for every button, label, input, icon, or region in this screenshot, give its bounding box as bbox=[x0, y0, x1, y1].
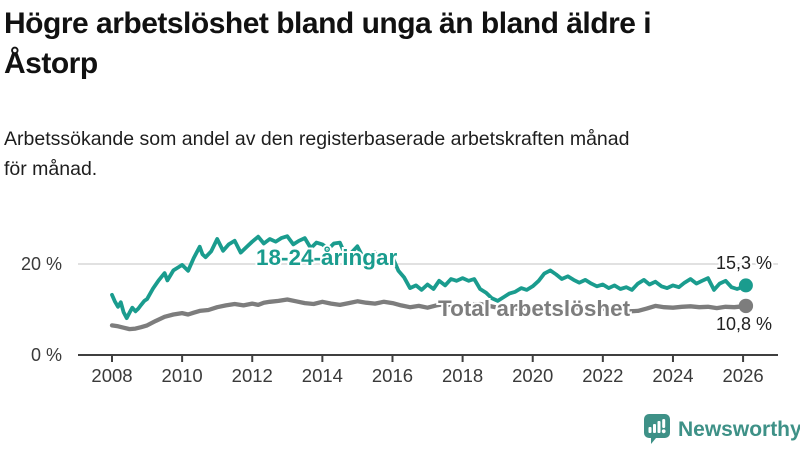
x-axis-tick-label: 2014 bbox=[302, 365, 343, 386]
young-series-label: 18-24-åringar bbox=[256, 245, 398, 270]
page-title-line-1: Högre arbetslöshet bland unga än bland ä… bbox=[4, 7, 652, 40]
total-series-end-dot bbox=[738, 298, 754, 314]
y-axis-label-0: 0 % bbox=[31, 345, 62, 365]
x-axis-tick-label: 2022 bbox=[582, 365, 623, 386]
x-axis-tick-label: 2012 bbox=[232, 365, 273, 386]
young-series-end-dot bbox=[738, 278, 753, 293]
page-title: Högre arbetslöshet bland unga än bland ä… bbox=[4, 4, 792, 84]
x-axis-tick-label: 2020 bbox=[512, 365, 553, 386]
x-axis-tick-label: 2008 bbox=[91, 365, 132, 386]
x-axis-tick-label: 2024 bbox=[652, 365, 693, 386]
x-axis-tick-label: 2026 bbox=[723, 365, 764, 386]
young-unemployment-line bbox=[110, 234, 748, 321]
x-axis-ticks: 2008 2010 2012 2014 2016 2018 2020 2022 2024 2026 bbox=[91, 355, 764, 386]
x-axis-tick-label: 2016 bbox=[372, 365, 413, 386]
total-unemployment-line bbox=[109, 297, 749, 332]
newsworthy-speech-bubble-chart-icon bbox=[644, 414, 670, 444]
newsworthy-logo[interactable]: Newsworthy bbox=[644, 414, 800, 445]
y-axis-label-20: 20 % bbox=[21, 254, 62, 274]
x-axis-tick-label: 2018 bbox=[442, 365, 483, 386]
page-subtitle: Arbetssökande som andel av den registerb… bbox=[4, 124, 792, 184]
x-axis-tick-label: 2010 bbox=[162, 365, 203, 386]
page-subtitle-line-2: för månad. bbox=[4, 158, 98, 180]
total-series-label: Total arbetslöshet bbox=[438, 296, 631, 321]
page-title-line-2: Åstorp bbox=[4, 47, 98, 80]
newsworthy-logo-text: Newsworthy bbox=[678, 417, 800, 441]
young-end-value-label: 15,3 % bbox=[716, 253, 772, 273]
total-end-value-label: 10,8 % bbox=[716, 314, 772, 334]
page-subtitle-line-1: Arbetssökande som andel av den registerb… bbox=[4, 128, 630, 150]
